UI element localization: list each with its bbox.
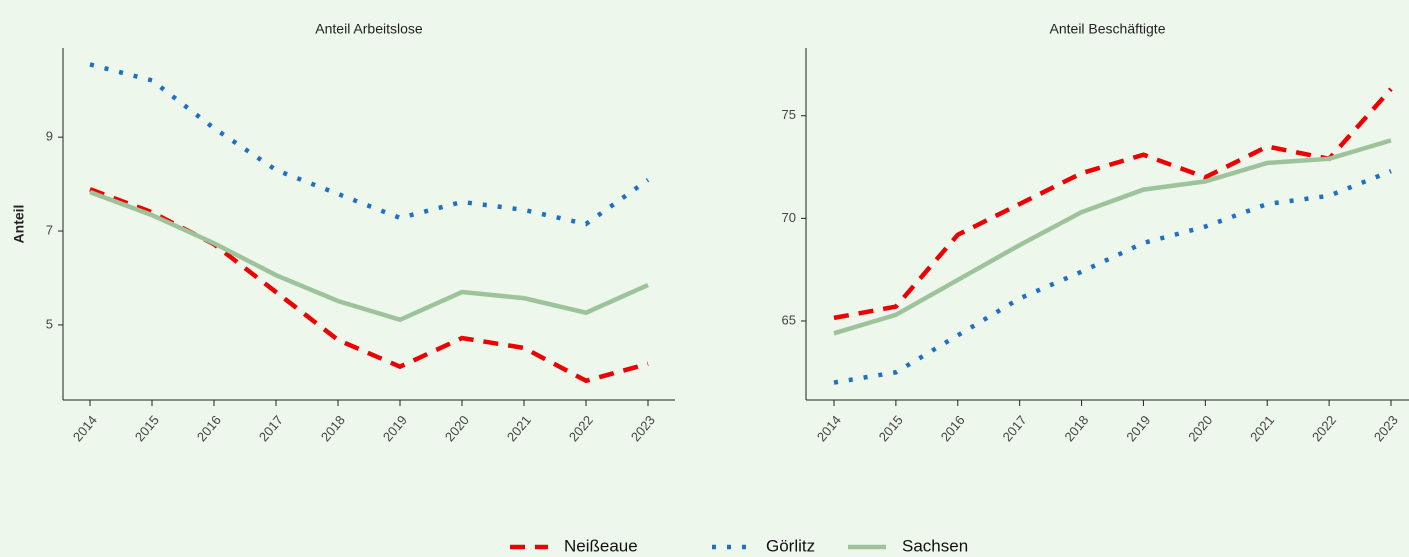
series-line (833, 87, 1393, 321)
x-tick-label: 2017 (256, 412, 286, 444)
x-tick-label: 2023 (1371, 412, 1401, 444)
x-tick-label: 2023 (628, 412, 658, 444)
y-tick-label: 9 (46, 129, 53, 144)
x-tick-label: 2020 (1185, 412, 1215, 444)
x-tick-label: 2018 (1061, 412, 1091, 444)
series-line (89, 62, 650, 227)
x-tick-label: 2015 (132, 412, 162, 444)
x-tick-label: 2022 (566, 412, 596, 444)
series-line (89, 189, 649, 323)
x-tick-label: 2016 (194, 412, 224, 444)
x-tick-label: 2020 (442, 412, 472, 444)
y-axis-label: Anteil (11, 205, 27, 244)
series-line (89, 187, 649, 384)
panel-title: Anteil Beschäftigte (1050, 21, 1166, 37)
y-tick-label: 65 (782, 312, 796, 327)
x-tick-label: 2022 (1309, 412, 1339, 444)
x-tick-label: 2019 (1123, 412, 1153, 444)
panel-title: Anteil Arbeitslose (315, 21, 423, 37)
x-tick-label: 2017 (1000, 412, 1030, 444)
x-tick-label: 2014 (70, 412, 100, 444)
series-line (833, 138, 1392, 336)
x-tick-label: 2021 (1247, 412, 1277, 444)
y-tick-label: 70 (782, 210, 796, 225)
y-tick-label: 5 (46, 316, 53, 331)
legend-label: Görlitz (766, 536, 815, 555)
x-tick-label: 2018 (318, 412, 348, 444)
x-tick-label: 2019 (380, 412, 410, 444)
x-tick-label: 2021 (504, 412, 534, 444)
x-tick-label: 2016 (938, 412, 968, 444)
y-tick-label: 7 (46, 222, 53, 237)
legend-label: Neißeaue (564, 536, 638, 555)
x-tick-label: 2014 (814, 412, 844, 444)
x-tick-label: 2015 (876, 412, 906, 444)
legend-label: Sachsen (902, 536, 968, 555)
y-tick-label: 75 (782, 107, 796, 122)
